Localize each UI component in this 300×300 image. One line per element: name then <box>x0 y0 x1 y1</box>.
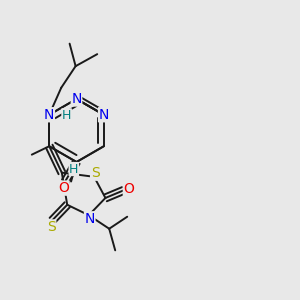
Text: S: S <box>91 166 99 180</box>
Text: N: N <box>44 108 54 122</box>
Text: N: N <box>85 212 95 226</box>
Text: H: H <box>62 109 71 122</box>
Text: S: S <box>47 220 56 234</box>
Text: N: N <box>99 108 109 122</box>
Text: N: N <box>71 92 82 106</box>
Text: O: O <box>58 181 69 195</box>
Text: O: O <box>123 182 134 196</box>
Text: H: H <box>69 163 79 176</box>
